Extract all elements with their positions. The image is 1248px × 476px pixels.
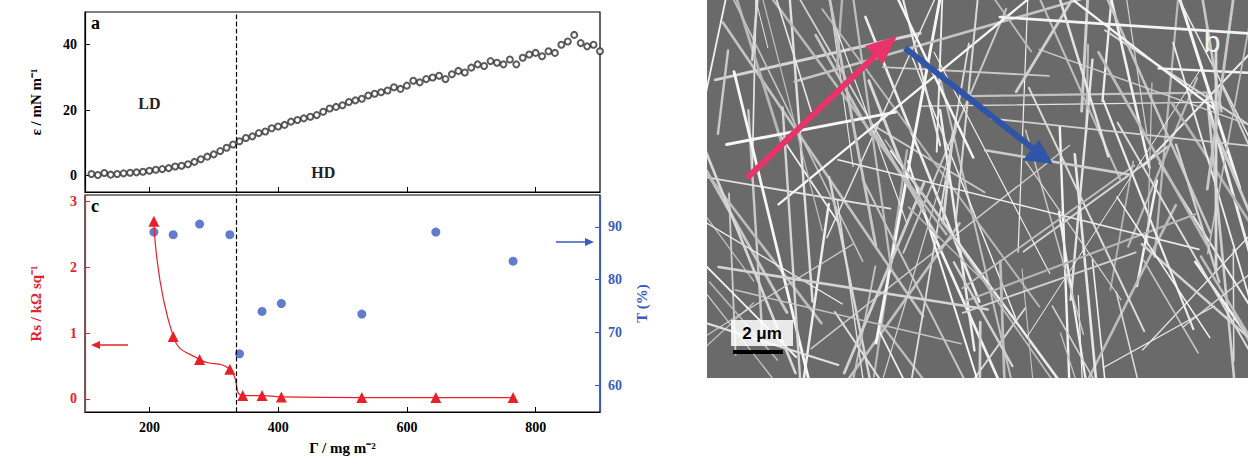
svg-text:a: a [91,13,100,33]
svg-text:c: c [91,196,99,216]
svg-text:ε / mN m⁻¹: ε / mN m⁻¹ [28,68,44,135]
svg-text:20: 20 [63,103,77,118]
svg-text:90: 90 [608,219,622,234]
svg-text:600: 600 [396,420,417,435]
svg-text:0: 0 [70,168,77,183]
svg-text:1: 1 [70,326,77,341]
svg-text:2 μm: 2 μm [742,324,782,343]
svg-text:Rs / kΩ sq⁻¹: Rs / kΩ sq⁻¹ [28,265,44,341]
svg-text:Γ / mg m⁻²: Γ / mg m⁻² [309,440,376,456]
svg-text:0: 0 [70,391,77,406]
svg-text:200: 200 [139,420,160,435]
svg-text:3: 3 [70,194,77,209]
svg-text:60: 60 [608,378,622,393]
svg-text:800: 800 [525,420,546,435]
svg-text:80: 80 [608,272,622,287]
svg-text:400: 400 [268,420,289,435]
svg-text:HD: HD [311,164,335,181]
svg-text:LD: LD [138,95,160,112]
svg-text:b: b [1204,25,1221,58]
svg-text:40: 40 [63,37,77,52]
svg-text:2: 2 [70,260,77,275]
svg-text:T (%): T (%) [634,284,651,322]
svg-text:70: 70 [608,325,622,340]
